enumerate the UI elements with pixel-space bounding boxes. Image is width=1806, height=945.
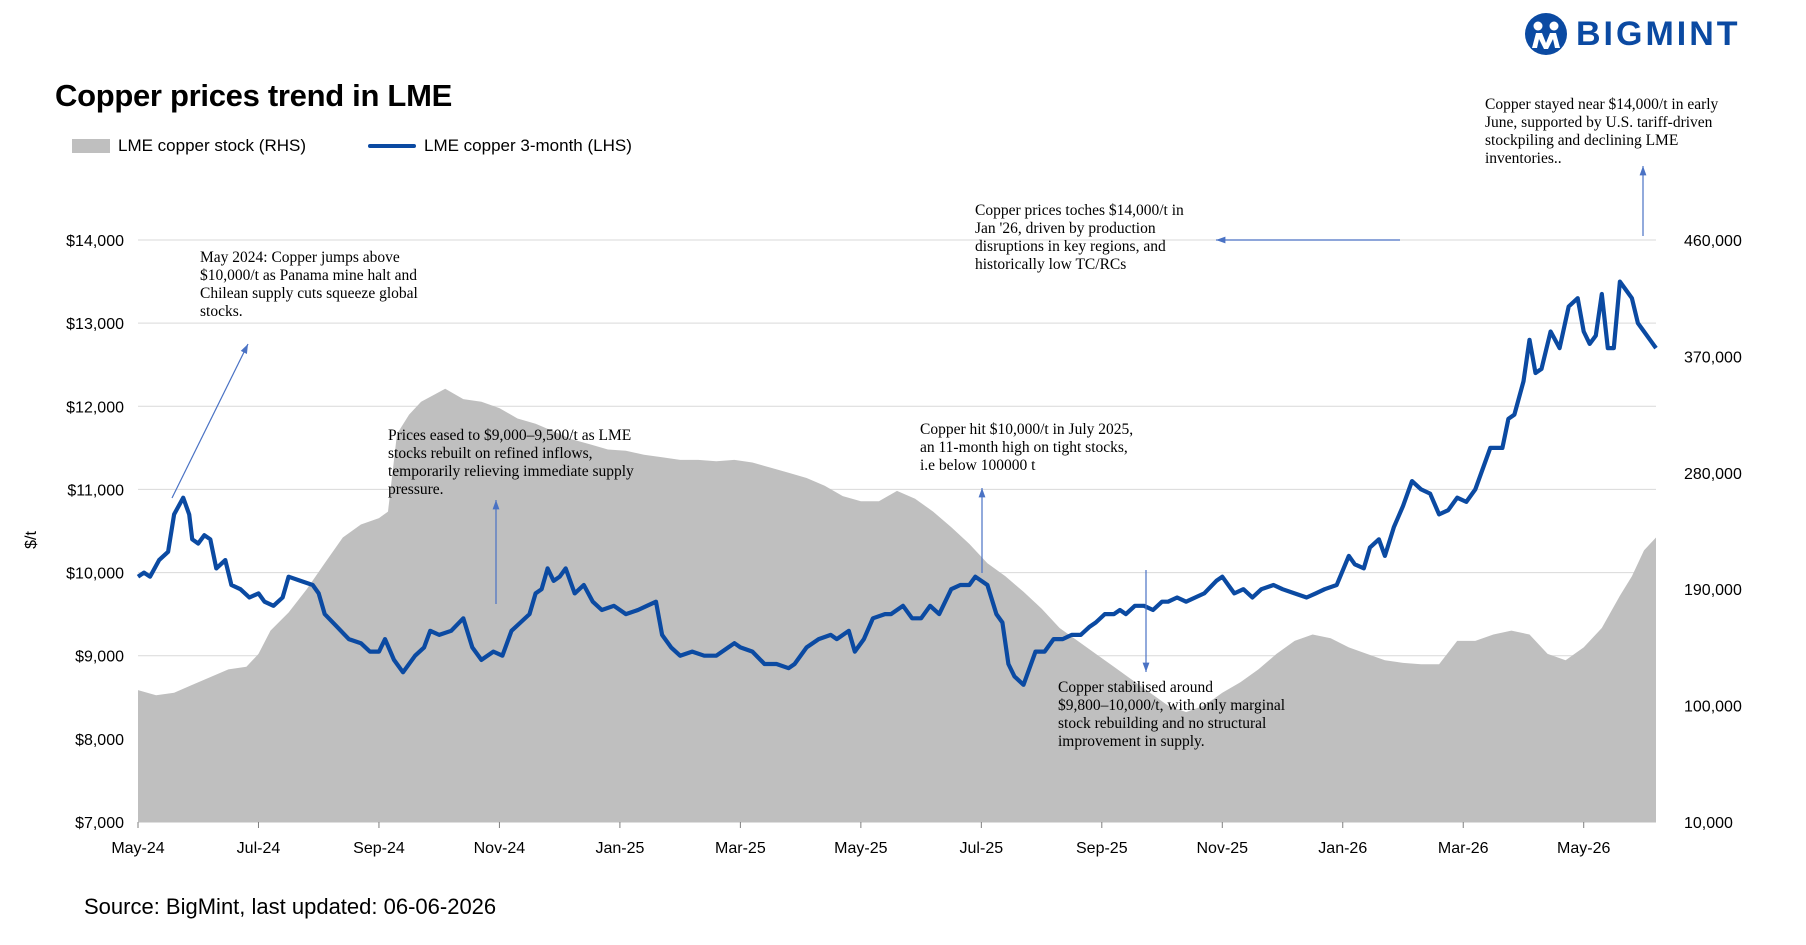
y-tick-label: $7,000	[75, 815, 124, 832]
annotation-arrowhead	[492, 500, 500, 510]
y-tick-label: $10,000	[66, 566, 124, 583]
y-axis-left: $7,000 $8,000 $9,000 $10,000 $11,000 $12,000 $…	[66, 233, 124, 832]
chart-title: Copper prices trend in LME	[55, 78, 452, 113]
y-tick-label: $11,000	[67, 482, 124, 499]
y2-tick-label: 280,000	[1684, 466, 1742, 483]
logo-text: BIGMINT	[1576, 14, 1741, 53]
y-tick-label: $12,000	[66, 399, 124, 416]
y-axis-label: $/t	[23, 531, 40, 549]
legend-item-price: LME copper 3-month (LHS)	[368, 136, 632, 156]
annotation-text: Copper stabilised around $9,800–10,000/t,…	[1058, 679, 1285, 750]
x-tick-label: Jan-25	[595, 840, 644, 857]
x-tick-label: Sep-24	[353, 840, 405, 857]
annotation-arrowhead	[1639, 166, 1647, 176]
annotation-text: May 2024: Copper jumps above $10,000/t as…	[200, 249, 418, 320]
x-tick-label: Nov-25	[1196, 840, 1248, 857]
legend-label-price: LME copper 3-month (LHS)	[424, 136, 632, 155]
legend-item-stock: LME copper stock (RHS)	[72, 136, 306, 156]
x-tick-label: May-26	[1557, 840, 1610, 857]
y2-tick-label: 100,000	[1684, 699, 1742, 716]
annotation-arrowhead	[240, 344, 248, 354]
x-tick-label: Mar-26	[1438, 840, 1489, 857]
bigmint-logo-icon	[1525, 13, 1567, 55]
y-tick-label: $14,000	[66, 233, 124, 250]
y-tick-label: $8,000	[75, 732, 124, 749]
x-axis: May-24 Jul-24 Sep-24 Nov-24 Jan-25 Mar-25 May-…	[111, 822, 1610, 857]
bigmint-logo: BIGMINT	[1524, 12, 1741, 56]
y-axis-right: 10,000 100,000 190,000 280,000 370,000 460,00…	[1684, 233, 1742, 832]
y2-tick-label: 10,000	[1684, 815, 1733, 832]
x-tick-label: Jan-26	[1318, 840, 1367, 857]
y2-tick-label: 370,000	[1684, 349, 1742, 366]
legend-swatch-line	[368, 144, 416, 148]
annotation-arrowhead	[1216, 236, 1226, 244]
annotation-text: Copper prices toches $14,000/t in Jan '26…	[975, 202, 1184, 273]
annotation-text: Copper stayed near $14,000/t in early Jun…	[1485, 96, 1719, 167]
x-tick-label: Mar-25	[715, 840, 766, 857]
y-tick-label: $9,000	[75, 649, 124, 666]
stock-area	[138, 388, 1656, 822]
x-tick-label: Jul-24	[237, 840, 281, 857]
annotations: May 2024: Copper jumps above $10,000/t as…	[171, 96, 1719, 750]
annotation-arrowhead	[1142, 662, 1150, 672]
legend-swatch-area	[72, 139, 110, 153]
source-note: Source: BigMint, last updated: 06-06-202…	[84, 894, 497, 919]
legend-label-stock: LME copper stock (RHS)	[118, 136, 306, 155]
x-tick-label: May-24	[111, 840, 164, 857]
x-tick-label: Nov-24	[474, 840, 526, 857]
y2-tick-label: 460,000	[1684, 233, 1742, 250]
y2-tick-label: 190,000	[1684, 582, 1742, 599]
y-tick-label: $13,000	[66, 316, 124, 333]
x-tick-label: May-25	[834, 840, 887, 857]
annotation-text: Prices eased to $9,000–9,500/t as LME sto…	[388, 427, 634, 498]
annotation-text: Copper hit $10,000/t in July 2025, an 11-…	[920, 421, 1133, 474]
x-tick-label: Sep-25	[1076, 840, 1128, 857]
price-line	[136, 279, 1658, 687]
annotation-arrow	[171, 343, 249, 499]
annotation-arrowhead	[978, 488, 986, 498]
x-tick-label: Jul-25	[960, 840, 1004, 857]
